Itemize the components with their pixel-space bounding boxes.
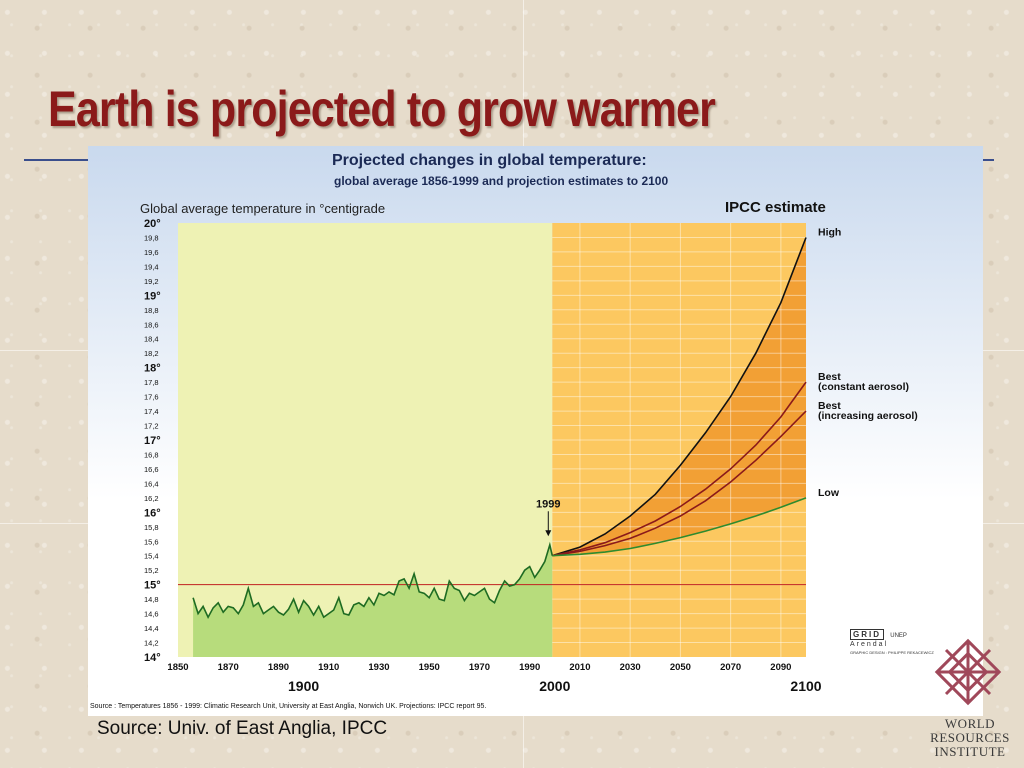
design-credit: GRAPHIC DESIGN : PHILIPPE REKACEWICZ <box>850 650 934 655</box>
y-tick-label: 19,6 <box>144 248 159 257</box>
y-tick-label: 14,6 <box>144 610 159 619</box>
x-tick-label: 1870 <box>218 662 239 673</box>
x-tick-label: 1850 <box>167 662 188 673</box>
y-tick-label: 18,2 <box>144 349 159 358</box>
series-label: Best <box>818 400 841 412</box>
projection-line-1 <box>552 381 807 557</box>
grid-arendal-text: Arendal <box>850 641 889 648</box>
wri-word: INSTITUTE <box>934 744 1006 759</box>
y-tick-label: 19° <box>144 290 161 302</box>
x-tick-label: 2090 <box>770 662 791 673</box>
y-tick-label: 14° <box>144 652 161 664</box>
y-tick-label: 14,4 <box>144 624 159 633</box>
series-label: (constant aerosol) <box>818 381 909 393</box>
y-tick-label: 18,4 <box>144 335 159 344</box>
chart-title: Projected changes in global temperature: <box>332 152 647 169</box>
chart-source-note: Source : Temperatures 1856 - 1999: Clima… <box>90 703 487 710</box>
y-tick-label: 19,4 <box>144 262 159 271</box>
y-tick-label: 14,8 <box>144 595 159 604</box>
y-tick-label: 19,8 <box>144 233 159 242</box>
legend-title: IPCC estimate <box>725 199 826 216</box>
x-tick-label: 1990 <box>519 662 540 673</box>
series-label: Best <box>818 371 841 383</box>
x-tick-label: 1970 <box>469 662 490 673</box>
projection-line-2 <box>552 410 807 557</box>
y-tick-label: 15,2 <box>144 566 159 575</box>
slide-title: Earth is projected to grow warmer <box>48 81 716 137</box>
y-tick-label: 16° <box>144 507 161 519</box>
x-tick-label: 1930 <box>368 662 389 673</box>
past-background <box>178 223 553 657</box>
y-tick-label: 17,4 <box>144 407 159 416</box>
series-label: High <box>818 226 841 238</box>
x-major-label: 2000 <box>539 678 570 694</box>
x-tick-label: 2050 <box>670 662 691 673</box>
wri-word: RESOURCES <box>930 730 1010 745</box>
y-tick-label: 15,6 <box>144 537 159 546</box>
y-axis-label: Global average temperature in °centigrad… <box>140 201 386 216</box>
y-tick-label: 17,6 <box>144 393 159 402</box>
y-tick-label: 20° <box>144 218 161 230</box>
x-tick-label: 2010 <box>569 662 590 673</box>
y-tick-label: 17,8 <box>144 378 159 387</box>
series-label: Low <box>818 487 840 499</box>
chart-panel: Projected changes in global temperature:… <box>88 146 983 716</box>
historical-temperature-line <box>192 541 554 619</box>
y-tick-label: 15,4 <box>144 552 159 561</box>
y-tick-label: 18,6 <box>144 320 159 329</box>
y-tick-label: 16,6 <box>144 465 159 474</box>
historical-area <box>193 544 553 657</box>
x-major-label: 2100 <box>790 678 821 694</box>
y-tick-label: 15° <box>144 580 161 592</box>
x-tick-label: 1890 <box>268 662 289 673</box>
source-caption: Source: Univ. of East Anglia, IPCC <box>97 718 388 739</box>
grid-arendal-logo: GRID UNEP Arendal GRAPHIC DESIGN : PHILI… <box>850 629 934 655</box>
projection-line-3 <box>552 497 807 557</box>
chart-subtitle: global average 1856-1999 and projection … <box>334 174 669 188</box>
series-label: (increasing aerosol) <box>818 410 918 422</box>
wri-wordmark: WORLD RESOURCES INSTITUTE <box>920 717 1020 759</box>
annotation-label: 1999 <box>536 498 560 510</box>
y-tick-label: 18,8 <box>144 306 159 315</box>
x-tick-label: 2070 <box>720 662 741 673</box>
x-tick-label: 1910 <box>318 662 339 673</box>
y-tick-label: 15,8 <box>144 523 159 532</box>
y-tick-label: 16,8 <box>144 450 159 459</box>
y-tick-label: 16,2 <box>144 494 159 503</box>
projection-band <box>552 237 806 556</box>
x-tick-label: 2030 <box>620 662 641 673</box>
y-tick-label: 16,4 <box>144 479 159 488</box>
wri-knot-logo <box>934 638 1002 706</box>
y-tick-label: 14,2 <box>144 639 159 648</box>
x-major-label: 1900 <box>288 678 319 694</box>
x-tick-label: 1950 <box>419 662 440 673</box>
annotation-arrowhead <box>545 530 552 537</box>
wri-word: WORLD <box>944 716 996 731</box>
grid-logo-text: GRID <box>850 629 884 640</box>
y-tick-label: 19,2 <box>144 277 159 286</box>
y-tick-label: 18° <box>144 363 161 375</box>
projection-line-0 <box>552 237 807 557</box>
y-tick-label: 17° <box>144 435 161 447</box>
unep-logo-text: UNEP <box>890 633 907 639</box>
y-tick-label: 17,2 <box>144 422 159 431</box>
